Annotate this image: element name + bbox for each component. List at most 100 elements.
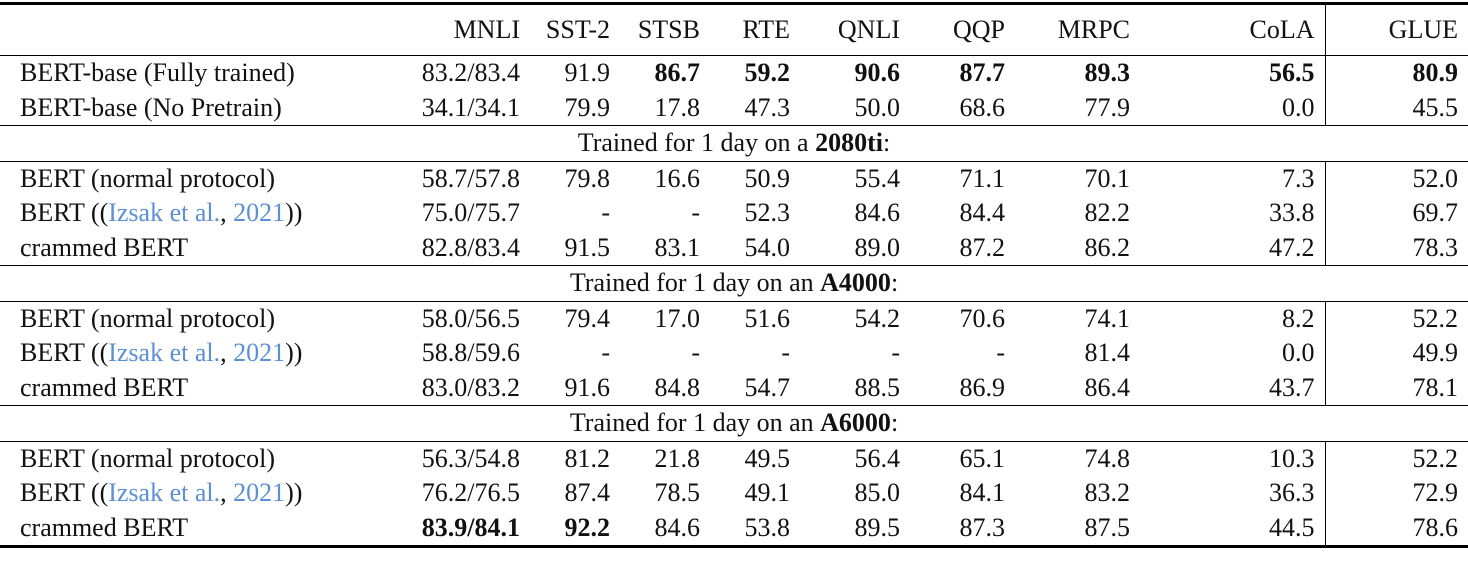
label-text: BERT (normal protocol) — [20, 303, 276, 333]
score-cell: 86.4 — [1084, 372, 1131, 402]
score-cell: 52.2 — [1324, 441, 1468, 476]
column-header: GLUE — [1324, 3, 1468, 56]
citation-part: , — [220, 338, 234, 368]
label-text: BERT (( — [20, 198, 109, 228]
heading-suffix: : — [882, 128, 891, 158]
citation-part: 2021 — [233, 338, 286, 368]
score-cell: 52.0 — [1324, 161, 1468, 196]
section-heading-row: Trained for 1 day on an A6000: — [0, 405, 1468, 442]
column-header: RTE — [742, 15, 790, 44]
score-cell: 87.5 — [1084, 512, 1131, 542]
score-cell: - — [691, 198, 700, 228]
score-cell: 86.7 — [654, 58, 701, 88]
score-cell: 92.2 — [564, 512, 611, 542]
score-cell: 74.1 — [1084, 303, 1131, 333]
score-cell: 89.5 — [854, 512, 901, 542]
label-text: BERT (( — [20, 338, 109, 368]
row-group: BERT-base (Fully trained) 83.2/83.4 91.9 86… — [0, 55, 1468, 126]
score-cell: 54.7 — [744, 372, 791, 402]
score-cell: 52.2 — [1324, 301, 1468, 336]
data-row: BERT-base (No Pretrain) 34.1/34.1 79.9 17.8… — [0, 90, 1468, 126]
heading-device: A6000 — [820, 408, 891, 438]
score-cell: 72.9 — [1324, 476, 1468, 511]
score-cell: 83.2/83.4 — [421, 58, 520, 88]
score-cell: - — [891, 338, 900, 368]
score-cell: 21.8 — [654, 443, 701, 473]
score-cell: 87.3 — [959, 512, 1006, 542]
label-text: crammed BERT — [20, 232, 189, 262]
label-end: )) — [285, 338, 303, 368]
score-cell: 49.1 — [744, 478, 791, 508]
score-cell: 17.0 — [654, 303, 701, 333]
label-text: BERT (( — [20, 478, 109, 508]
data-row: BERT (normal protocol) 58.0/56.5 79.4 17.0 5… — [0, 301, 1468, 336]
row-label: crammed BERT — [0, 371, 380, 406]
score-cell: 56.4 — [854, 443, 901, 473]
row-group: Trained for 1 day on an A6000: BERT (norma… — [0, 405, 1468, 547]
label-end: )) — [285, 478, 303, 508]
score-cell: 82.8/83.4 — [421, 232, 520, 262]
row-group: Trained for 1 day on a 2080ti: BERT (norma… — [0, 125, 1468, 266]
score-cell: 55.4 — [854, 163, 901, 193]
score-cell: 44.5 — [1269, 512, 1315, 542]
score-cell: 16.6 — [654, 163, 701, 193]
score-cell: 43.7 — [1269, 372, 1315, 402]
score-cell: 50.9 — [744, 163, 791, 193]
score-cell: - — [996, 338, 1005, 368]
score-cell: 91.5 — [564, 232, 611, 262]
score-cell: 70.1 — [1084, 163, 1131, 193]
citation-part: Izsak et al. — [108, 478, 221, 508]
column-header: SST-2 — [545, 15, 610, 44]
score-cell: - — [601, 198, 610, 228]
row-label: BERT ((Izsak et al., 2021)) — [0, 476, 380, 511]
row-group: Trained for 1 day on an A4000: BERT (norma… — [0, 265, 1468, 406]
row-label: BERT-base (No Pretrain) — [0, 91, 380, 126]
score-cell: 8.2 — [1282, 303, 1315, 333]
score-cell: 86.9 — [959, 372, 1006, 402]
data-row: crammed BERT 83.9/84.1 92.2 84.6 53.8 89.5 87.… — [0, 510, 1468, 547]
score-cell: 47.2 — [1269, 232, 1315, 262]
score-cell: 0.0 — [1282, 338, 1315, 368]
heading-text: Trained for 1 day on a — [577, 128, 809, 158]
heading-suffix: : — [890, 408, 899, 438]
score-cell: 81.2 — [564, 443, 611, 473]
section-heading: Trained for 1 day on an A6000: — [0, 405, 1468, 442]
data-row: BERT (normal protocol) 58.7/57.8 79.8 16.6 5… — [0, 161, 1468, 196]
score-cell: 79.4 — [564, 303, 611, 333]
heading-suffix: : — [890, 268, 899, 298]
score-cell: 52.3 — [744, 198, 791, 228]
data-row: BERT ((Izsak et al., 2021)) 76.2/76.5 87.4… — [0, 476, 1468, 511]
score-cell: 89.0 — [854, 232, 901, 262]
score-cell: 90.6 — [854, 58, 901, 88]
table-header: MNLI SST-2 STSB RTE QNLI QQP MRPC CoLA GLUE — [0, 3, 1468, 56]
score-cell: 33.8 — [1269, 198, 1315, 228]
citation-part: 2021 — [233, 478, 286, 508]
score-cell: 79.9 — [564, 92, 611, 122]
citation-part: 2021 — [233, 198, 286, 228]
score-cell: 84.6 — [654, 512, 701, 542]
score-cell: 87.2 — [959, 232, 1006, 262]
score-cell: 86.2 — [1084, 232, 1131, 262]
column-header: MRPC — [1057, 15, 1130, 44]
row-label: BERT ((Izsak et al., 2021)) — [0, 336, 380, 371]
score-cell: 89.3 — [1084, 58, 1131, 88]
heading-device: A4000 — [820, 268, 891, 298]
score-cell: - — [781, 338, 790, 368]
score-cell: 54.2 — [854, 303, 901, 333]
column-header: MNLI — [453, 15, 520, 44]
section-heading: Trained for 1 day on an A4000: — [0, 265, 1468, 302]
score-cell: 81.4 — [1084, 338, 1131, 368]
score-cell: 58.7/57.8 — [421, 163, 520, 193]
data-row: BERT-base (Fully trained) 83.2/83.4 91.9 86… — [0, 55, 1468, 91]
column-header: STSB — [637, 15, 700, 44]
score-cell: 83.2 — [1084, 478, 1131, 508]
score-cell: 36.3 — [1269, 478, 1315, 508]
row-label: BERT-base (Fully trained) — [0, 56, 380, 91]
score-cell: 56.3/54.8 — [421, 443, 520, 473]
section-heading-row: Trained for 1 day on a 2080ti: — [0, 125, 1468, 162]
data-row: BERT (normal protocol) 56.3/54.8 81.2 21.8 4… — [0, 441, 1468, 476]
score-cell: 87.4 — [564, 478, 611, 508]
score-cell: - — [601, 338, 610, 368]
score-cell: 78.6 — [1324, 510, 1468, 547]
score-cell: 88.5 — [854, 372, 901, 402]
